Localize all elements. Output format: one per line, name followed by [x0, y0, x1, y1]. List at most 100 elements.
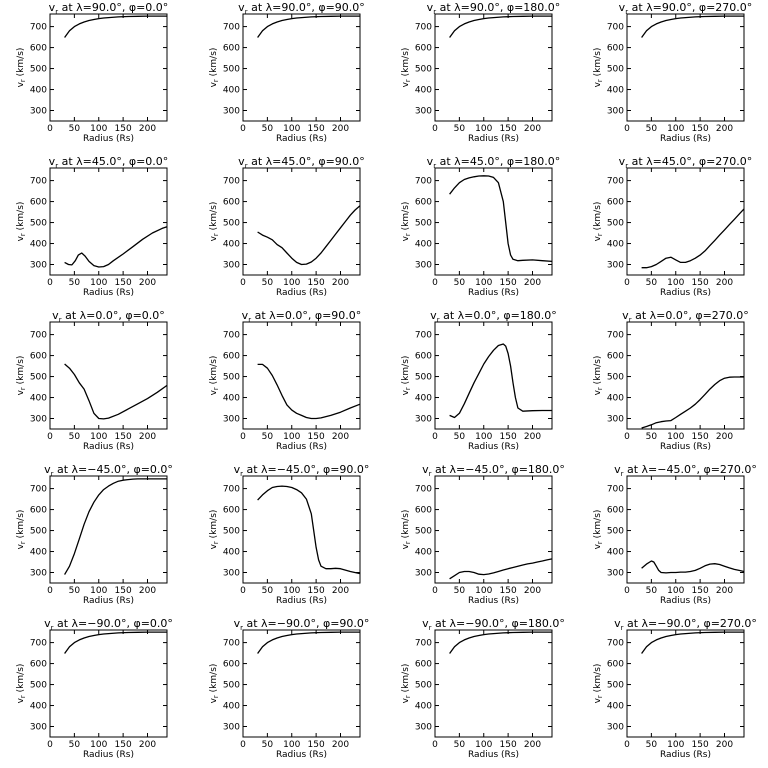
series-line: [64, 478, 167, 575]
x-tick-label: 150: [115, 124, 132, 134]
series-line: [64, 631, 167, 654]
y-tick-label: 600: [415, 352, 432, 362]
x-tick-label: 100: [475, 278, 492, 288]
y-tick-label: 500: [607, 373, 624, 383]
y-tick-label: 500: [607, 681, 624, 691]
panel-title: vr at λ=−45.0°, φ=270.0°: [614, 463, 757, 478]
x-tick-label: 0: [240, 740, 246, 750]
x-tick-label: 200: [332, 432, 349, 442]
y-tick-label: 300: [607, 261, 624, 271]
x-tick-label: 0: [240, 432, 246, 442]
y-tick-label: 600: [415, 198, 432, 208]
panel-title: vr at λ=45.0°, φ=270.0°: [619, 155, 753, 170]
y-tick-label: 600: [223, 44, 240, 54]
y-tick-label: 400: [415, 548, 432, 558]
series-line: [641, 208, 745, 269]
panel-title: vr at λ=−90.0°, φ=180.0°: [422, 617, 565, 632]
y-tick-label: 600: [30, 44, 47, 54]
x-tick-label: 50: [646, 124, 658, 134]
plot-frame: [626, 321, 745, 430]
y-axis-label: vr (km/s): [593, 202, 604, 242]
y-tick-label: 500: [30, 527, 47, 537]
x-tick-label: 150: [308, 432, 325, 442]
panel-title: vr at λ=−90.0°, φ=270.0°: [614, 617, 757, 632]
panel-title: vr at λ=−45.0°, φ=90.0°: [234, 463, 370, 478]
panel-1: vr at λ=90.0°, φ=0.0° 0 50 100 150 200 300 400 5…: [16, 1, 168, 144]
x-tick-label: 150: [500, 124, 517, 134]
x-tick-label: 0: [624, 432, 630, 442]
x-tick-label: 50: [646, 432, 658, 442]
x-tick-label: 0: [624, 740, 630, 750]
y-tick-label: 700: [223, 331, 240, 341]
y-tick-label: 300: [223, 261, 240, 271]
panel-title: vr at λ=90.0°, φ=0.0°: [49, 1, 169, 16]
panel-title: vr at λ=−45.0°, φ=180.0°: [422, 463, 565, 478]
series-line: [641, 15, 744, 38]
y-tick-label: 600: [607, 506, 624, 516]
series-line: [641, 376, 744, 429]
x-tick-label: 200: [139, 432, 156, 442]
y-tick-label: 500: [30, 373, 47, 383]
x-tick-label: 150: [500, 586, 517, 596]
y-tick-label: 700: [607, 485, 624, 495]
y-tick-label: 500: [415, 527, 432, 537]
panel-title: vr at λ=45.0°, φ=90.0°: [238, 155, 365, 170]
y-tick-label: 400: [30, 240, 47, 250]
x-tick-label: 200: [716, 432, 733, 442]
x-axis-label: Radius (Rs): [83, 134, 134, 144]
x-tick-label: 0: [240, 586, 246, 596]
plot-frame: [626, 475, 745, 584]
y-tick-label: 600: [607, 352, 624, 362]
y-tick-label: 700: [415, 639, 432, 649]
x-axis-label: Radius (Rs): [83, 596, 134, 606]
x-tick-label: 0: [432, 124, 438, 134]
x-tick-label: 200: [332, 124, 349, 134]
x-axis-label: Radius (Rs): [468, 442, 519, 452]
x-tick-label: 100: [475, 740, 492, 750]
y-tick-label: 400: [607, 702, 624, 712]
x-axis-label: Radius (Rs): [660, 750, 711, 760]
y-tick-label: 300: [30, 415, 47, 425]
plot-frame: [434, 13, 553, 122]
x-tick-label: 100: [283, 278, 300, 288]
y-tick-label: 300: [223, 569, 240, 579]
x-tick-label: 200: [139, 740, 156, 750]
y-tick-label: 300: [415, 723, 432, 733]
plot-frame: [49, 321, 168, 430]
x-tick-label: 50: [454, 432, 466, 442]
x-tick-label: 50: [646, 586, 658, 596]
y-tick-label: 500: [415, 373, 432, 383]
y-tick-label: 700: [415, 23, 432, 33]
panel-7: vr at λ=45.0°, φ=180.0° 0 50 100 150 200 300 40…: [401, 155, 560, 298]
plot-frame: [242, 167, 361, 276]
x-tick-label: 50: [646, 740, 658, 750]
x-tick-label: 0: [624, 586, 630, 596]
y-tick-label: 400: [223, 548, 240, 558]
plot-frame: [434, 629, 553, 738]
x-tick-label: 150: [308, 740, 325, 750]
y-axis-label: vr (km/s): [401, 664, 412, 704]
y-tick-label: 400: [223, 86, 240, 96]
series-line: [641, 631, 744, 654]
y-axis-label: vr (km/s): [209, 48, 220, 88]
x-tick-label: 100: [283, 432, 300, 442]
series-line: [449, 631, 552, 654]
x-tick-label: 100: [283, 124, 300, 134]
x-axis-label: Radius (Rs): [468, 596, 519, 606]
x-axis-label: Radius (Rs): [83, 750, 134, 760]
series-line: [64, 226, 168, 268]
y-tick-label: 400: [607, 86, 624, 96]
panel-20: vr at λ=−90.0°, φ=270.0° 0 50 100 150 200 300 4…: [593, 617, 757, 760]
series-line: [64, 363, 168, 420]
x-tick-label: 50: [262, 124, 274, 134]
plot-frame: [626, 167, 745, 276]
y-tick-label: 600: [223, 660, 240, 670]
x-axis-label: Radius (Rs): [276, 750, 327, 760]
y-tick-label: 500: [607, 65, 624, 75]
panel-title: vr at λ=−90.0°, φ=90.0°: [234, 617, 370, 632]
y-tick-label: 700: [30, 485, 47, 495]
panel-title: vr at λ=90.0°, φ=180.0°: [427, 1, 561, 16]
y-tick-label: 500: [223, 527, 240, 537]
x-tick-label: 200: [332, 740, 349, 750]
y-tick-label: 300: [415, 107, 432, 117]
